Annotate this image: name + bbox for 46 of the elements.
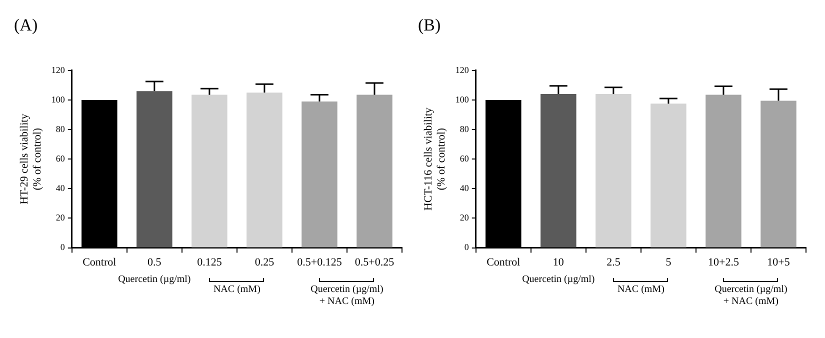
- x-tick-label: 0.5+0.25: [354, 256, 395, 268]
- text: Quercetin (µg/ml) + NAC (mM): [714, 284, 788, 308]
- y-tick-label: 120: [455, 64, 470, 75]
- y-tick-label: 40: [56, 183, 66, 194]
- y-tick-label: 20: [56, 212, 66, 223]
- y-tick-label: 100: [51, 94, 66, 104]
- x-tick-label: 10: [552, 256, 564, 268]
- y-tick-label: 120: [51, 64, 66, 75]
- chart-title: (B): [418, 16, 441, 35]
- x-tick-label: Control: [82, 256, 116, 268]
- text: Quercetin (µg/ml): [522, 274, 595, 285]
- y-tick-label: 80: [56, 124, 66, 134]
- x-tick-label: 0.25: [254, 256, 275, 268]
- text: Quercetin (µg/ml) + NAC (mM): [310, 284, 384, 308]
- chart-title: (A): [14, 16, 38, 35]
- y-tick-label: 0: [464, 242, 470, 252]
- y-tick-label: 20: [460, 212, 470, 223]
- bar: [192, 94, 228, 248]
- bar: [760, 100, 796, 248]
- bar: [706, 94, 742, 248]
- bar: [596, 94, 632, 248]
- bar: [136, 91, 172, 248]
- bar: [540, 94, 576, 248]
- bar: [650, 104, 686, 248]
- x-tick-label: 0.5: [148, 256, 162, 268]
- y-tick-label: 0: [60, 242, 66, 252]
- text: NAC (mM): [212, 284, 262, 296]
- y-tick-label: 80: [460, 124, 470, 134]
- text: NAC (mM): [616, 284, 666, 296]
- bar: [302, 101, 338, 248]
- x-tick-label: 0.125: [197, 256, 222, 268]
- y-tick-label: 60: [460, 153, 470, 164]
- bar: [246, 92, 282, 248]
- x-tick-label: 0.5+0.125: [297, 256, 342, 268]
- y-axis-title: HCT-116 cells viability (% of control): [422, 107, 448, 211]
- bar: [356, 94, 392, 248]
- text: Quercetin (µg/ml): [118, 274, 191, 285]
- x-tick-label: 2.5: [606, 256, 621, 268]
- x-tick-label: 10+2.5: [708, 256, 740, 268]
- y-axis-title: HT-29 cells viability (% of control): [18, 113, 44, 204]
- x-tick-label: 10+5: [767, 256, 790, 268]
- y-tick-label: 60: [56, 153, 66, 164]
- x-tick-label: 5: [666, 256, 672, 268]
- x-tick-label: Control: [486, 256, 520, 268]
- y-tick-label: 40: [460, 183, 470, 194]
- y-tick-label: 100: [455, 94, 470, 104]
